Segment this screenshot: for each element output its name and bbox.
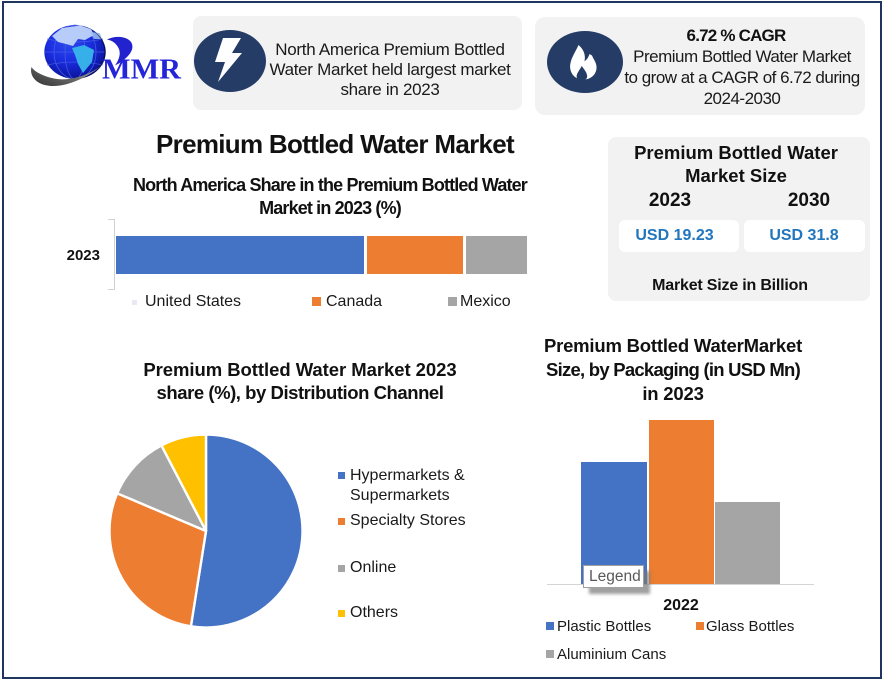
- svg-text:MMR: MMR: [102, 54, 182, 86]
